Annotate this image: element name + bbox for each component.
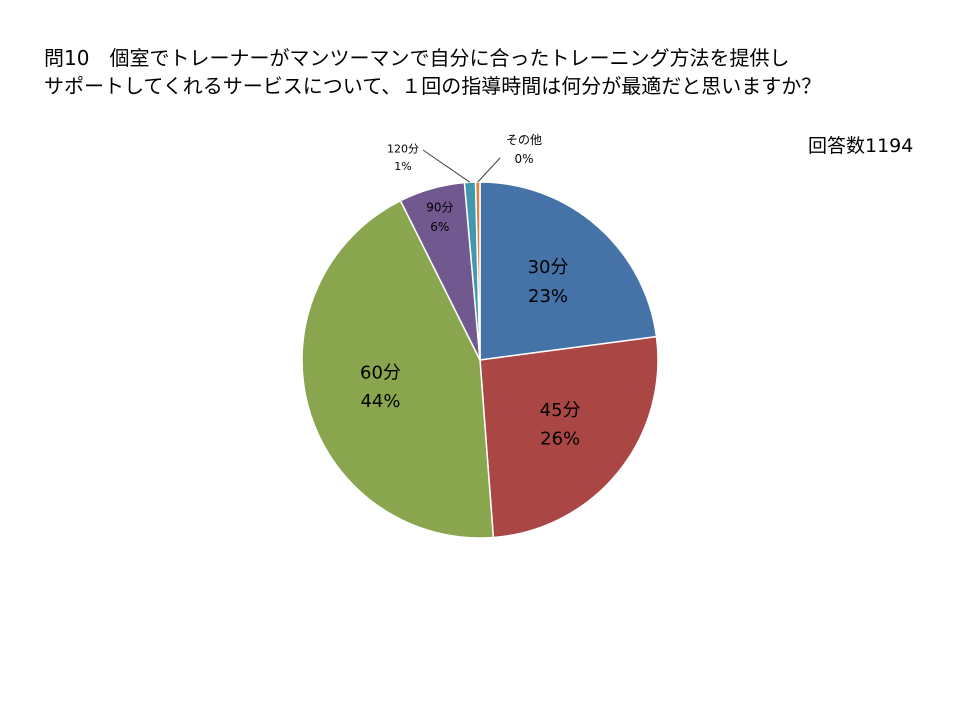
title-line-1: 問10 個室でトレーナーがマンツーマンで自分に合ったトレーニング方法を提供し (44, 46, 790, 70)
pie-slice-0 (479, 181, 658, 361)
slice-name-label-2: 60分 (360, 362, 401, 383)
chart-title: 問10 個室でトレーナーがマンツーマンで自分に合ったトレーニング方法を提供し サ… (44, 44, 924, 100)
slice-percent-label-0: 23% (528, 286, 568, 307)
respondent-count: 回答数1194 (808, 135, 914, 157)
leader-line-5 (477, 157, 501, 183)
slice-name-label-4: 120分 (387, 142, 419, 155)
slice-name-label-1: 45分 (540, 400, 581, 421)
slice-percent-label-3: 6% (430, 220, 449, 234)
slice-name-label-5: その他 (506, 133, 542, 147)
slice-percent-label-4: 1% (394, 160, 411, 173)
title-line-2: サポートしてくれるサービスについて、１回の指導時間は何分が最適だと思いますか？ (44, 74, 822, 98)
pie-slice-1 (479, 335, 659, 539)
slice-percent-label-2: 44% (360, 391, 400, 412)
slice-percent-label-1: 26% (540, 429, 580, 450)
leader-line-4 (422, 149, 471, 183)
slice-name-label-0: 30分 (528, 257, 569, 278)
slice-name-label-3: 90分 (426, 201, 453, 215)
slice-percent-label-5: 0% (514, 152, 533, 166)
pie-slice-2 (301, 199, 495, 539)
